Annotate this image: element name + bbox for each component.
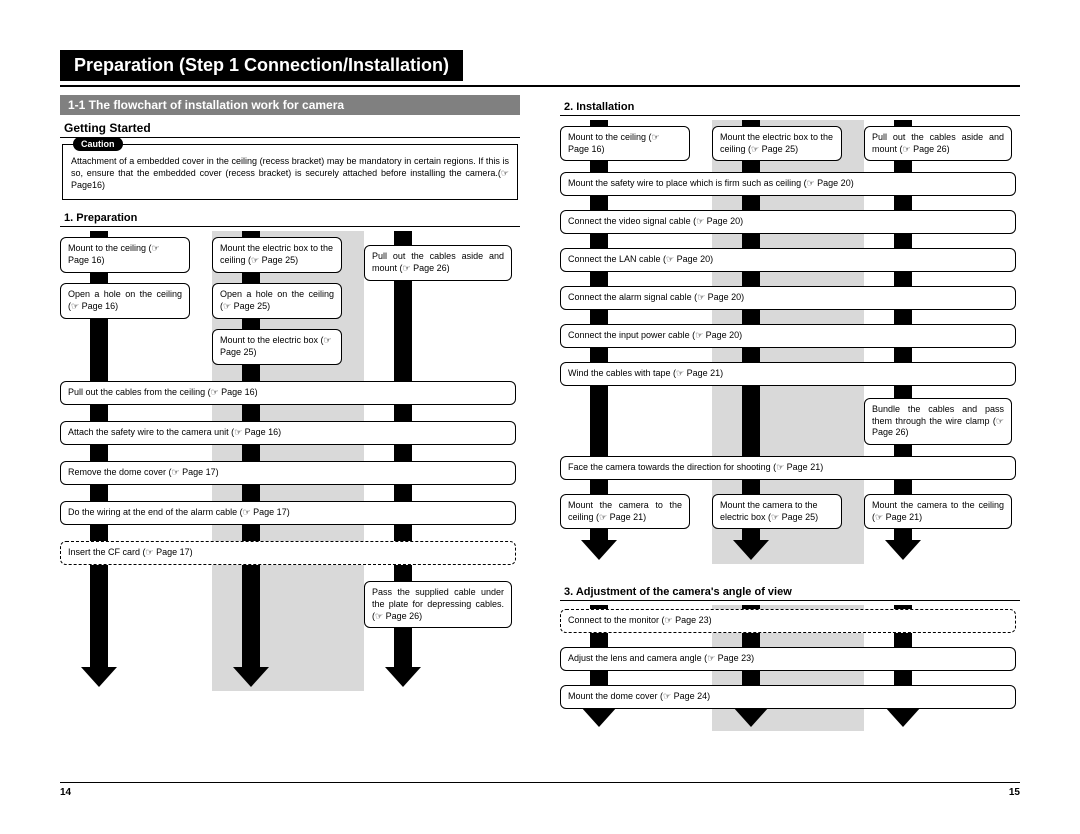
inst-box-g: Wind the cables with tape (☞ Page 21) [560, 362, 1016, 386]
inst-box-i: Face the camera towards the direction fo… [560, 456, 1016, 480]
page-number-right: 15 [1009, 787, 1020, 798]
adj-box-c: Mount the dome cover (☞ Page 24) [560, 685, 1016, 709]
prep-box-d: Pull out the cables from the ceiling (☞ … [60, 381, 516, 405]
adjustment-flowchart: Connect to the monitor (☞ Page 23) Adjus… [560, 605, 1020, 735]
caution-box: Caution Attachment of a embedded cover i… [62, 144, 518, 200]
inst-box-a3: Pull out the cables aside and mount (☞ P… [864, 126, 1012, 161]
inst-box-b: Mount the safety wire to place which is … [560, 172, 1016, 196]
installation-flowchart: Mount to the ceiling (☞ Page 16) Mount t… [560, 120, 1020, 580]
inst-box-d: Connect the LAN cable (☞ Page 20) [560, 248, 1016, 272]
inst-box-a2: Mount the electric box to the ceiling (☞… [712, 126, 842, 161]
prep-box-b1: Open a hole on the ceiling (☞ Page 16) [60, 283, 190, 318]
section-bar: 1-1 The flowchart of installation work f… [60, 95, 520, 115]
page-title: Preparation (Step 1 Connection/Installat… [60, 50, 463, 81]
page-footer: 14 15 [60, 782, 1020, 798]
prep-box-b2: Open a hole on the ceiling (☞ Page 25) [212, 283, 342, 318]
adjustment-heading: 3. Adjustment of the camera's angle of v… [560, 584, 1020, 601]
adj-box-b: Adjust the lens and camera angle (☞ Page… [560, 647, 1016, 671]
caution-label: Caution [73, 137, 123, 151]
inst-box-h3: Bundle the cables and pass them through … [864, 398, 1012, 445]
getting-started-heading: Getting Started [60, 119, 520, 138]
inst-box-f: Connect the input power cable (☞ Page 20… [560, 324, 1016, 348]
preparation-flowchart: Mount to the ceiling (☞ Page 16) Mount t… [60, 231, 520, 711]
inst-box-j3: Mount the camera to the ceiling (☞ Page … [864, 494, 1012, 529]
prep-box-a2: Mount the electric box to the ceiling (☞… [212, 237, 342, 272]
prep-box-a3: Pull out the cables aside and mount (☞ P… [364, 245, 512, 280]
left-column: 1-1 The flowchart of installation work f… [60, 95, 520, 735]
prep-box-i3: Pass the supplied cable under the plate … [364, 581, 512, 628]
prep-box-a1: Mount to the ceiling (☞ Page 16) [60, 237, 190, 272]
adj-box-a: Connect to the monitor (☞ Page 23) [560, 609, 1016, 633]
prep-box-c2: Mount to the electric box (☞ Page 25) [212, 329, 342, 364]
title-rule [60, 85, 1020, 87]
prep-box-f: Remove the dome cover (☞ Page 17) [60, 461, 516, 485]
prep-box-h: Insert the CF card (☞ Page 17) [60, 541, 516, 565]
inst-box-j2: Mount the camera to the electric box (☞ … [712, 494, 842, 529]
inst-box-j1: Mount the camera to the ceiling (☞ Page … [560, 494, 690, 529]
prep-box-g: Do the wiring at the end of the alarm ca… [60, 501, 516, 525]
right-column: 2. Installation Mount to the ceiling (☞ … [560, 95, 1020, 735]
prep-box-e: Attach the safety wire to the camera uni… [60, 421, 516, 445]
preparation-heading: 1. Preparation [60, 210, 520, 227]
inst-box-a1: Mount to the ceiling (☞ Page 16) [560, 126, 690, 161]
inst-box-c: Connect the video signal cable (☞ Page 2… [560, 210, 1016, 234]
inst-box-e: Connect the alarm signal cable (☞ Page 2… [560, 286, 1016, 310]
page-number-left: 14 [60, 787, 71, 798]
installation-heading: 2. Installation [560, 99, 1020, 116]
caution-text: Attachment of a embedded cover in the ce… [71, 156, 509, 190]
two-column-spread: 1-1 The flowchart of installation work f… [60, 95, 1020, 735]
